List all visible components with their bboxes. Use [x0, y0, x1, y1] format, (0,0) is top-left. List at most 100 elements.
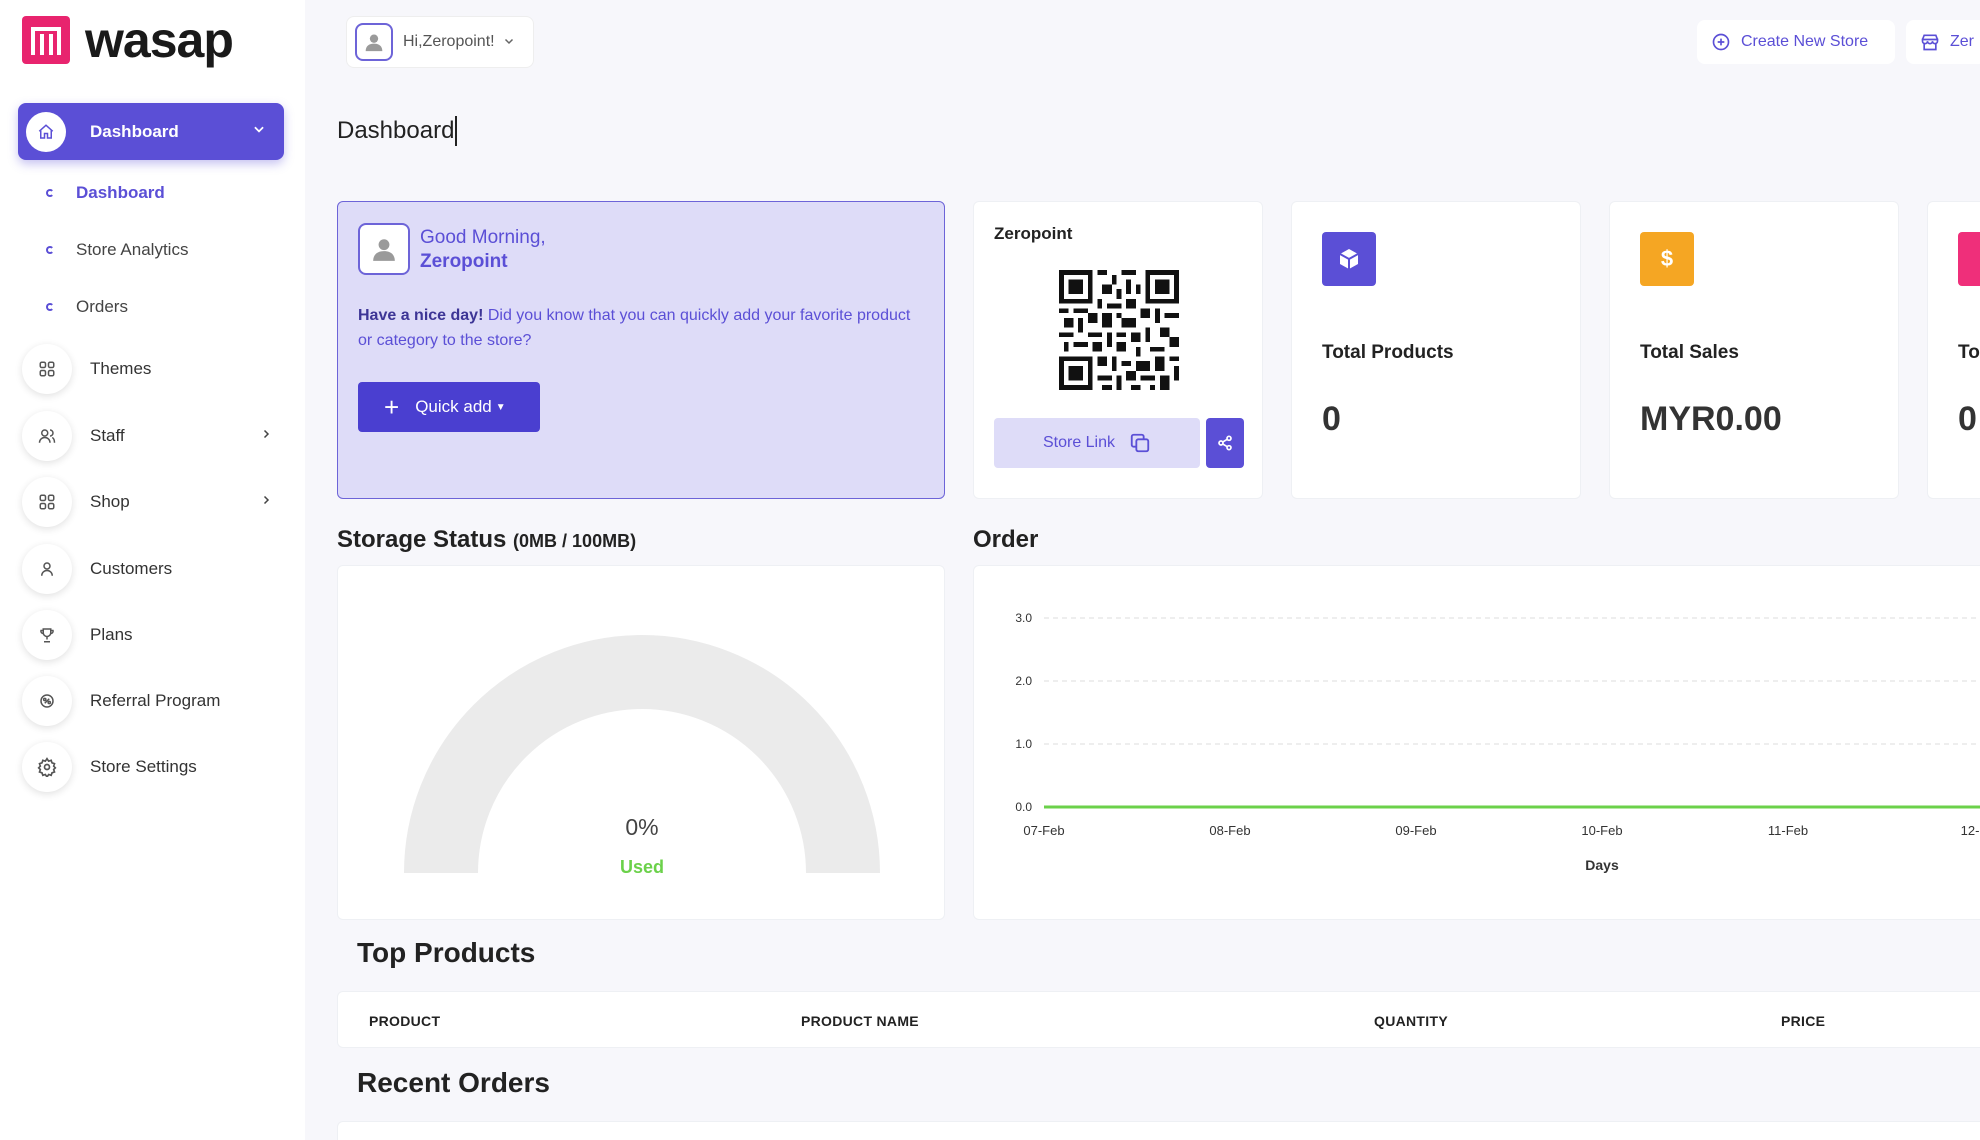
stat-value: 0 — [1958, 400, 1977, 438]
store-qr-card: Zeropoint Store Link — [973, 201, 1263, 499]
column-header-quantity[interactable]: QUANTITY — [1374, 1013, 1448, 1029]
users-icon — [22, 411, 72, 461]
sidebar: wasap Dashboard Dashboard Store Analytic… — [0, 0, 305, 1140]
box-icon — [1322, 232, 1376, 286]
sidebar-item-shop[interactable]: Shop — [22, 477, 272, 527]
referral-icon — [22, 676, 72, 726]
order-title: Order — [973, 526, 1039, 553]
user-icon — [22, 544, 72, 594]
brand-name: wasap — [85, 12, 234, 68]
gear-icon — [22, 742, 72, 792]
dot-icon — [46, 246, 54, 254]
store-name: Zeropoint — [994, 224, 1073, 243]
gauge-track — [404, 635, 880, 874]
quick-add-label: Quick add — [415, 397, 492, 416]
stat-value: MYR0.00 — [1640, 400, 1782, 438]
order-icon — [1958, 232, 1980, 286]
stat-label: Total Sales — [1640, 342, 1739, 363]
sidebar-item-plans[interactable]: Plans — [22, 610, 272, 660]
sidebar-item-label: Dashboard — [90, 121, 179, 141]
dot-icon — [46, 303, 54, 311]
top-products-table-header: PRODUCT PRODUCT NAME QUANTITY PRICE — [337, 991, 1980, 1048]
share-icon — [1218, 435, 1232, 451]
sidebar-item-label: Plans — [90, 625, 133, 644]
greeting-message: Have a nice day! Did you know that you c… — [358, 303, 918, 353]
greeting-message-text: Did you know that you can quickly add yo… — [358, 307, 911, 349]
column-header-product[interactable]: PRODUCT — [369, 1013, 441, 1029]
x-tick-label: 08-Feb — [1209, 823, 1250, 838]
storage-title-text: Storage Status — [337, 526, 507, 553]
sidebar-subitem-label: Dashboard — [76, 183, 165, 202]
user-greeting: Hi,Zeropoint! — [403, 33, 495, 50]
storage-used-label: Used — [619, 857, 664, 877]
order-chart-card: 3.0 2.0 1.0 0.0 07-Feb 08-Feb 09-Feb 10-Feb 11-F… — [973, 565, 1980, 920]
x-axis-label: Days — [1585, 857, 1619, 873]
store-switcher-button[interactable]: Zer — [1906, 20, 1980, 64]
user-menu[interactable]: Hi,Zeropoint! — [346, 16, 534, 68]
y-tick-label: 0.0 — [1015, 800, 1032, 814]
avatar — [358, 223, 410, 275]
sidebar-item-store-settings[interactable]: Store Settings — [22, 742, 272, 792]
sidebar-item-label: Referral Program — [90, 691, 221, 710]
x-tick-label: 10-Feb — [1581, 823, 1622, 838]
sidebar-subitem-label: Orders — [76, 297, 128, 316]
sidebar-item-customers[interactable]: Customers — [22, 544, 272, 594]
trophy-icon — [22, 610, 72, 660]
x-tick-label: 12-F — [1961, 823, 1980, 838]
recent-orders-title: Recent Orders — [357, 1067, 550, 1098]
storage-status-title: Storage Status (0MB / 100MB) — [337, 526, 636, 554]
chevron-down-icon — [252, 122, 266, 141]
home-icon — [26, 111, 66, 152]
sidebar-item-themes[interactable]: Themes — [22, 344, 272, 394]
sidebar-item-dashboard[interactable]: Dashboard — [18, 103, 284, 160]
storage-gauge — [404, 635, 880, 874]
stat-label: Total Products — [1322, 342, 1454, 363]
create-new-store-button[interactable]: Create New Store — [1697, 20, 1895, 64]
copy-icon — [1130, 433, 1150, 453]
avatar — [355, 23, 393, 61]
grid-icon — [22, 477, 72, 527]
greeting-card: Good Morning, Zeropoint Have a nice day!… — [337, 201, 945, 499]
plus-icon: + — [384, 392, 400, 422]
grid-icon — [22, 344, 72, 394]
y-tick-label: 2.0 — [1015, 674, 1032, 688]
sidebar-subitem-dashboard[interactable]: Dashboard — [46, 183, 165, 203]
sidebar-item-staff[interactable]: Staff — [22, 411, 272, 461]
column-header-product-name[interactable]: PRODUCT NAME — [801, 1013, 919, 1029]
sidebar-item-label: Customers — [90, 559, 173, 578]
sidebar-subitem-label: Store Analytics — [76, 240, 189, 259]
page-title: Dashboard — [337, 116, 458, 146]
share-button[interactable] — [1206, 418, 1244, 468]
chevron-right-icon — [260, 493, 272, 511]
store-switcher-label: Zer — [1950, 33, 1974, 50]
x-tick-label: 09-Feb — [1395, 823, 1436, 838]
greeting-message-bold: Have a nice day! — [358, 307, 484, 324]
stat-label: To — [1958, 342, 1980, 363]
chevron-down-icon — [503, 35, 515, 50]
sidebar-item-referral-program[interactable]: Referral Program — [22, 676, 272, 726]
y-tick-label: 1.0 — [1015, 737, 1032, 751]
logo[interactable]: wasap — [22, 12, 234, 68]
y-tick-label: 3.0 — [1015, 611, 1032, 625]
caret-down-icon: ▼ — [495, 401, 506, 413]
sidebar-item-label: Shop — [90, 492, 130, 511]
sidebar-subitem-store-analytics[interactable]: Store Analytics — [46, 240, 188, 260]
top-products-title: Top Products — [357, 937, 536, 968]
greeting-username: Zeropoint — [420, 251, 508, 272]
stat-card-total-sales: $ Total Sales MYR0.00 — [1609, 201, 1899, 499]
greeting-line: Good Morning, — [420, 227, 546, 248]
storage-usage: (0MB / 100MB) — [513, 531, 637, 551]
store-link-label: Store Link — [1042, 434, 1116, 451]
sidebar-subitem-orders[interactable]: Orders — [46, 297, 128, 317]
store-icon — [1921, 34, 1939, 51]
sidebar-item-label: Themes — [90, 359, 152, 378]
store-link-button[interactable]: Store Link — [994, 418, 1200, 468]
greeting-text: Good Morning, Zeropoint — [420, 226, 546, 274]
stat-card-total-orders: To 0 — [1927, 201, 1980, 499]
x-tick-label: 11-Feb — [1768, 823, 1808, 838]
quick-add-button[interactable]: + Quick add ▼ — [358, 382, 540, 432]
column-header-price[interactable]: PRICE — [1781, 1013, 1826, 1029]
sidebar-item-label: Staff — [90, 426, 125, 445]
dollar-icon: $ — [1640, 232, 1694, 286]
plus-circle-icon — [1712, 33, 1730, 51]
